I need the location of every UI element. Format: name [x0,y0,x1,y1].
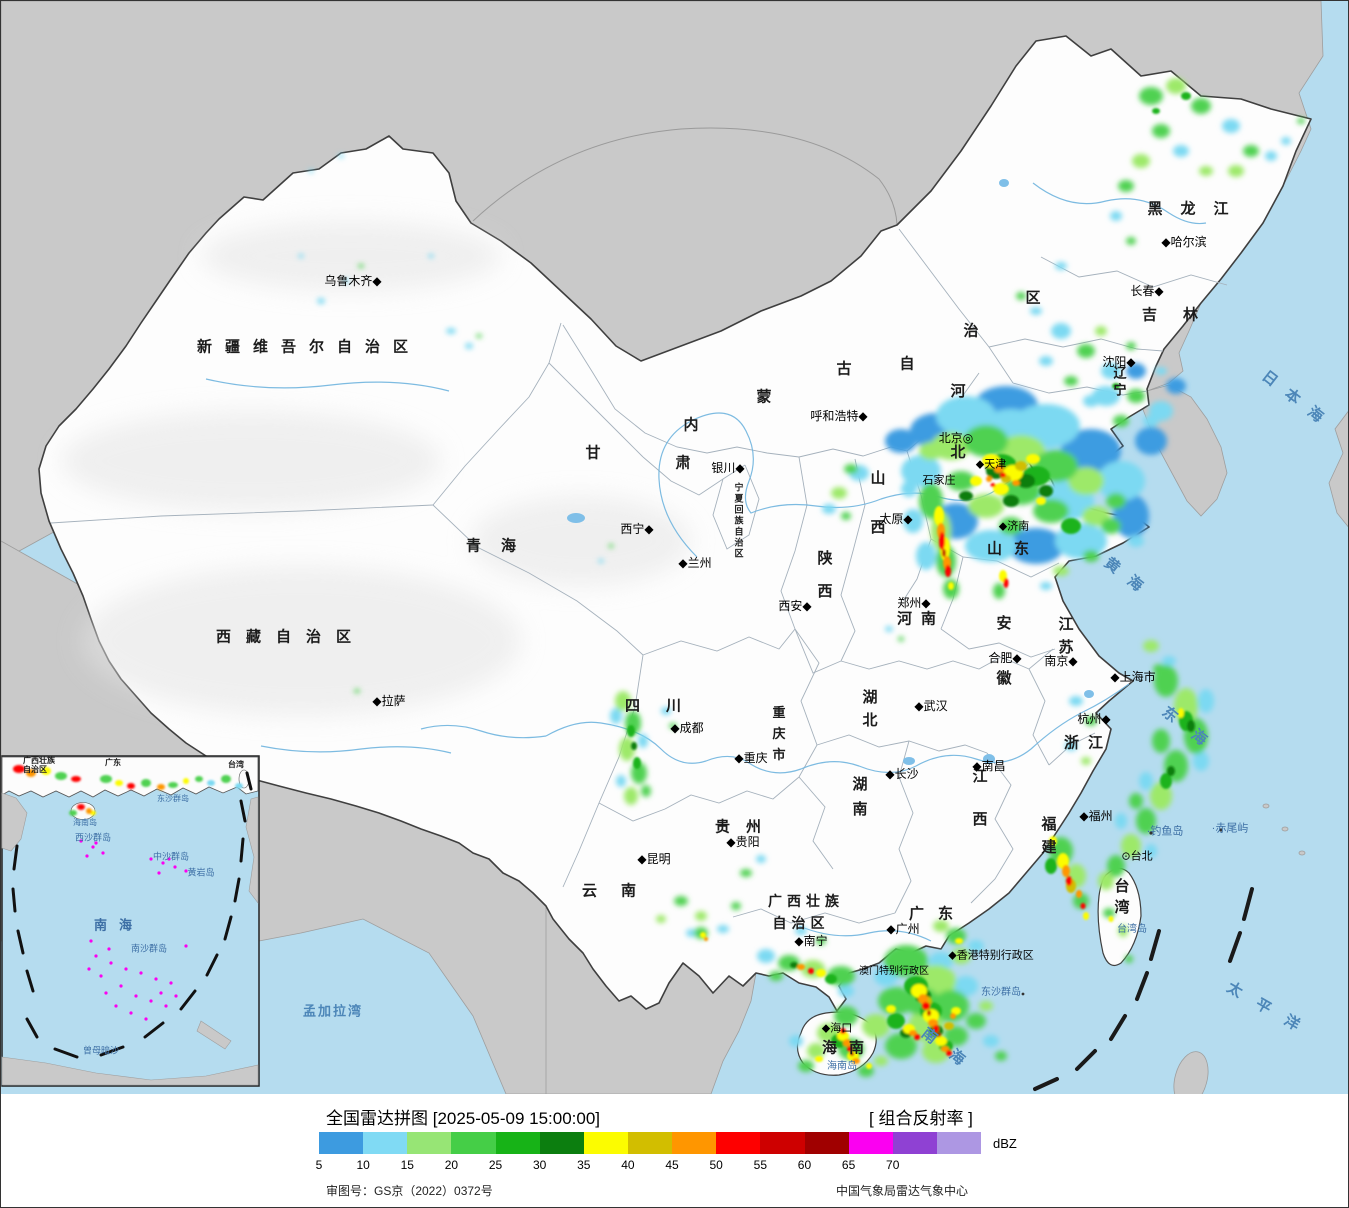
inset-nine-dash-line [11,771,253,1059]
colorbar-segment [848,1132,893,1154]
colorbar-segment [892,1132,937,1154]
colorbar-tick: 50 [709,1158,723,1172]
taiwan-island [1097,867,1142,966]
island-dots [1021,828,1223,996]
colorbar-segment [583,1132,628,1154]
credit-text: 中国气象局雷达气象中心 [836,1184,969,1198]
colorbar-segment [936,1132,982,1154]
colorbar-segment [407,1132,452,1154]
colorbar-tick: 55 [753,1158,768,1172]
mongolia-border [472,127,898,226]
colorbar-tick: 25 [488,1158,503,1172]
inset-map [1,755,260,1087]
colorbar-tick: 60 [797,1158,812,1172]
colorbar-segment [451,1132,496,1154]
lakes [567,179,1094,765]
legend-panel: 全国雷达拼图 [2025-05-09 15:00:00] [ 组合反射率 ] d… [1,1094,1348,1207]
colorbar-tick: 70 [886,1158,900,1172]
inset-radar-echoes [13,765,243,816]
colorbar [319,1132,982,1154]
colorbar-segment [716,1132,761,1154]
product-name: [ 组合反射率 ] [869,1109,973,1128]
colorbar-tick: 20 [444,1158,459,1172]
inset-island-specks [79,839,188,1021]
colorbar-segment [760,1132,805,1154]
colorbar-segment [804,1132,849,1154]
colorbar-segment [672,1132,717,1154]
inset-foreign-land [1,792,259,1086]
colorbar-segment [539,1132,584,1154]
map-title: 全国雷达拼图 [2025-05-09 15:00:00] [326,1109,601,1128]
radar-echo-detail [627,92,1195,1069]
terrain-relief [61,221,691,716]
unit-label: dBZ [993,1136,1017,1151]
rivers [205,182,1207,942]
colorbar-tick: 65 [841,1158,856,1172]
colorbar-segment [319,1132,364,1154]
colorbar-tick: 10 [356,1158,370,1172]
radar-echo-layer [298,78,1305,1077]
colorbar-tick: 40 [621,1158,635,1172]
license-number: 审图号：GS京（2022）0372号 [326,1184,493,1198]
colorbar-tick: 30 [532,1158,547,1172]
nine-dash-line [1033,887,1254,1091]
map-canvas [1,1,1348,1094]
colorbar-segment [627,1132,673,1154]
colorbar-ticks: 5 10 15 20 25 30 35 40 45 50 55 60 65 70 [315,1158,1019,1174]
colorbar-segment [495,1132,540,1154]
colorbar-tick: 45 [665,1158,679,1172]
colorbar-tick: 15 [400,1158,414,1172]
colorbar-tick: 35 [577,1158,591,1172]
china-radar-map: 日本海 黄海 东海 南海 太平洋 孟加拉湾 ·钓鱼岛 ·赤尾屿 台湾岛 海南岛 东沙群岛 黑龙江吉… [1,1,1348,1094]
colorbar-segment [363,1132,408,1154]
colorbar-tick: 5 [315,1158,323,1172]
